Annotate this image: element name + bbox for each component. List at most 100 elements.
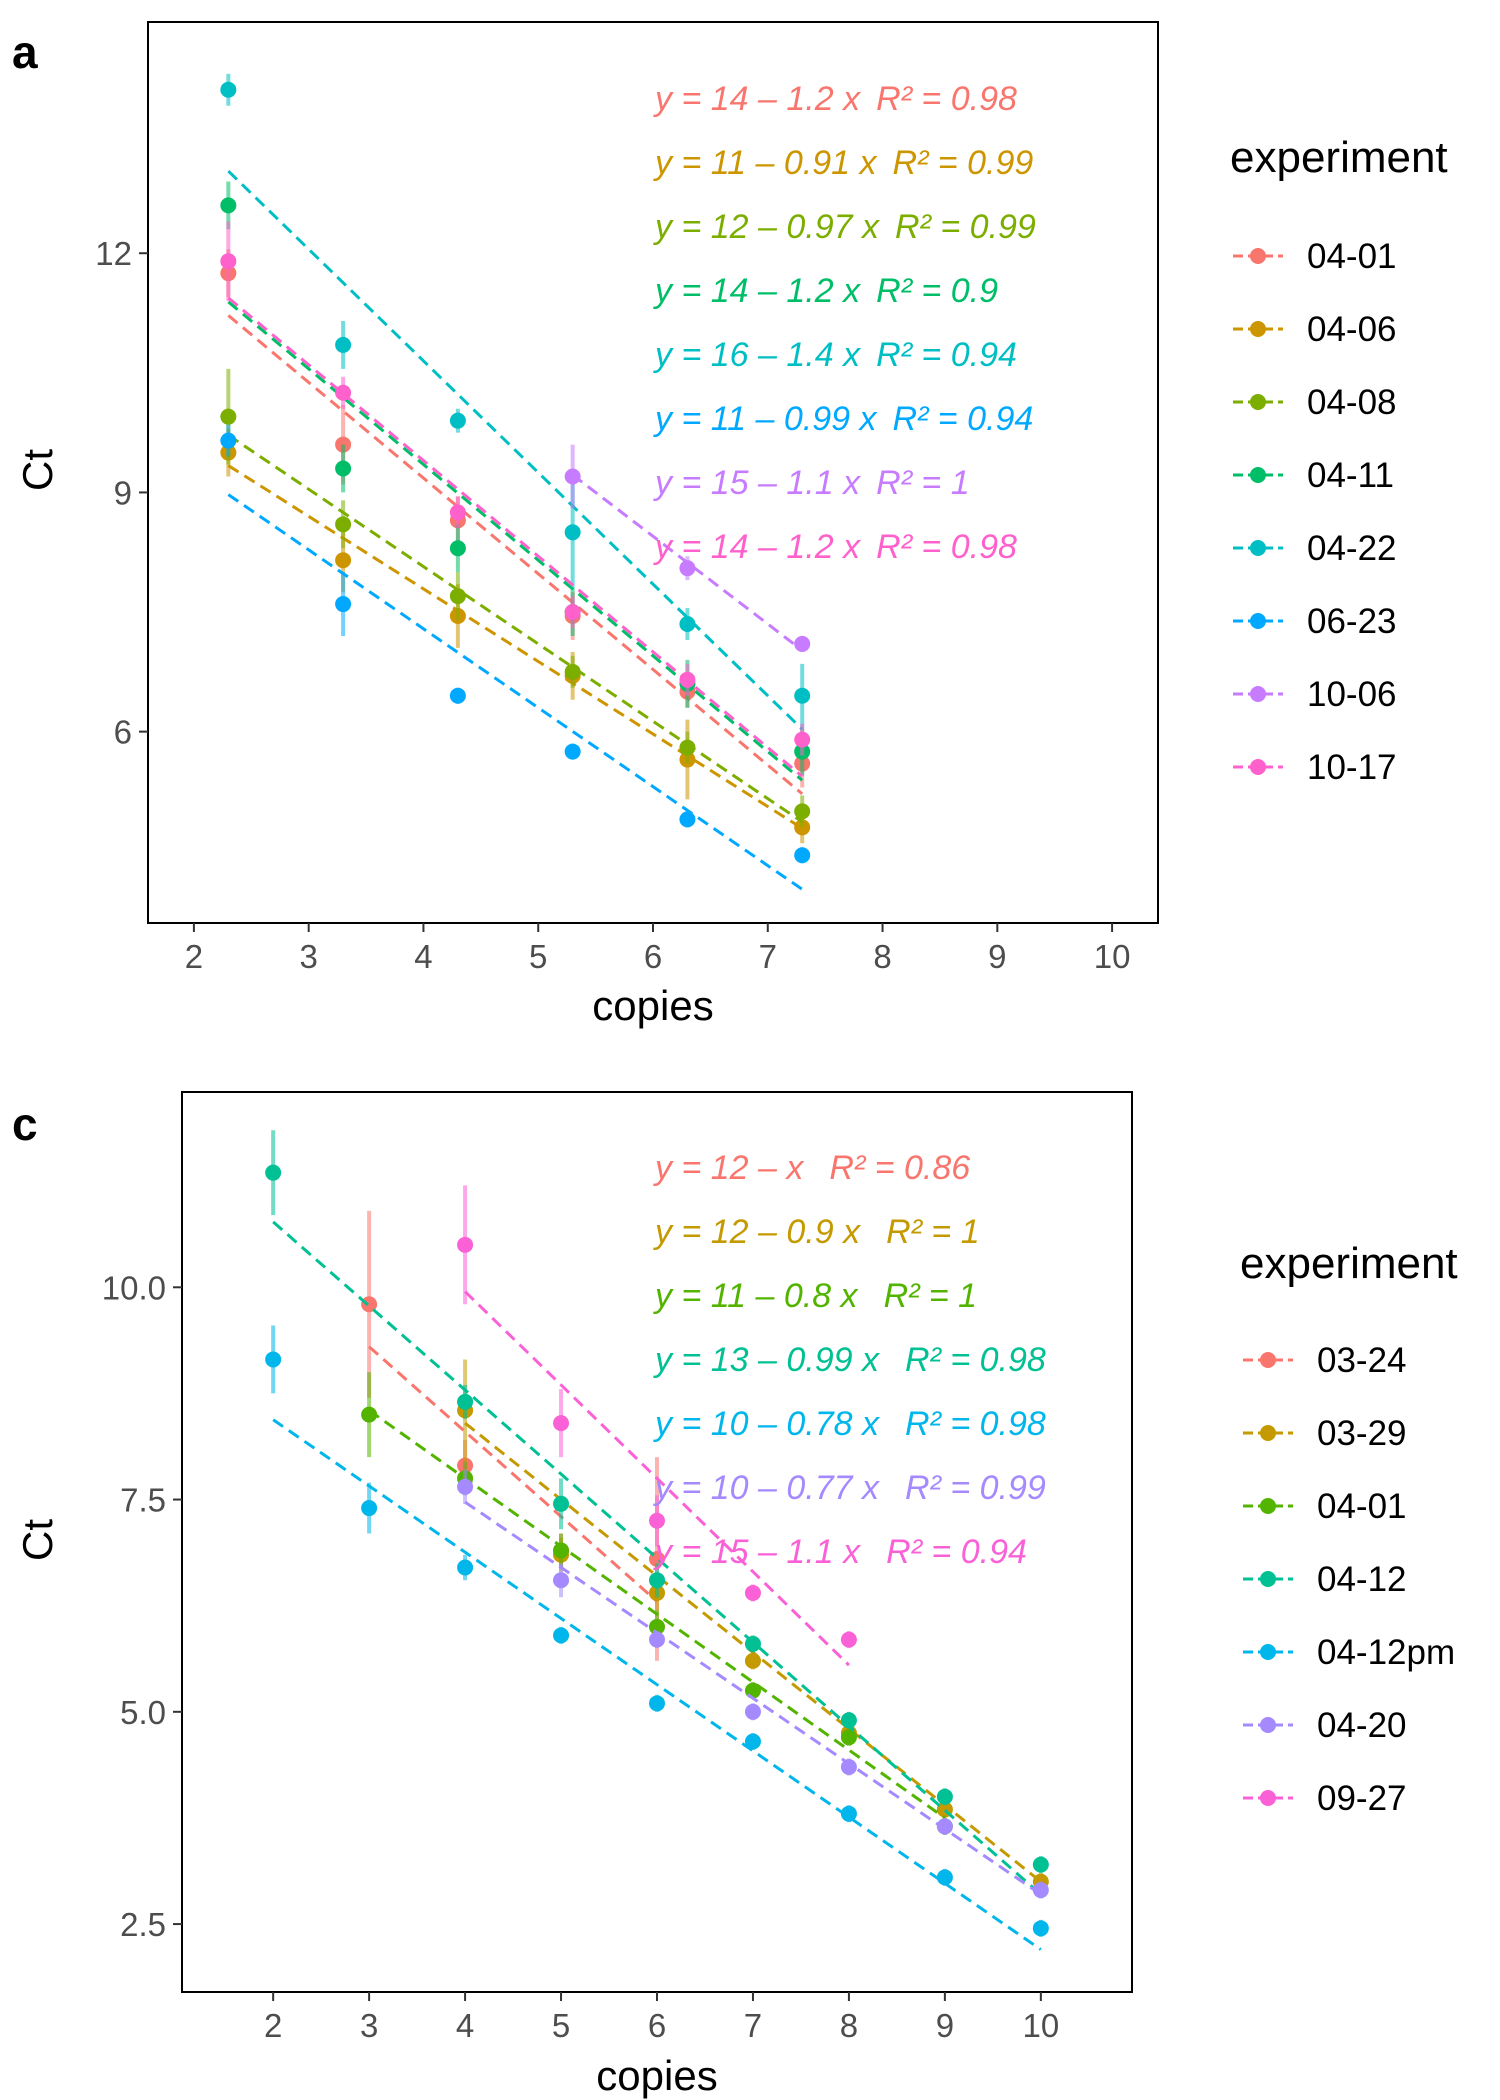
fit-line: [227, 433, 804, 824]
fit-line: [368, 1345, 658, 1603]
panel-a: a 2 3 4 5 6 7 8 9 10 6 9 12 copies Ct y = 14 – 1.2 x R² …: [12, 21, 1448, 1029]
equation-label: y = 15 – 1.1 x: [653, 1533, 861, 1571]
panel-tag: a: [12, 26, 38, 78]
data-point: [335, 596, 352, 613]
x-tick-label: 2: [185, 938, 203, 975]
series-10-17: [220, 221, 811, 778]
series-04-01: [220, 249, 811, 795]
data-point: [335, 460, 352, 477]
data-point: [564, 468, 581, 485]
r2-label: R² = 0.98: [905, 1341, 1046, 1379]
legend-key-point: [1250, 248, 1266, 264]
legend: experiment 03-24 03-29 04-01 04-12 04-12pm 04-…: [1240, 1239, 1458, 1818]
data-point: [220, 253, 237, 270]
data-point: [457, 1393, 474, 1410]
data-point: [649, 1631, 665, 1648]
data-point: [220, 81, 237, 98]
series-10-06: [564, 444, 811, 652]
equation-label: y = 11 – 0.99 x: [653, 400, 877, 438]
data-point: [220, 408, 237, 425]
legend-item: 04-01: [1233, 237, 1397, 276]
y-axis-title: Ct: [14, 1519, 61, 1561]
data-point: [457, 1559, 474, 1576]
data-point: [564, 663, 581, 680]
data-point: [679, 615, 696, 632]
legend-label: 04-01: [1307, 237, 1397, 276]
legend-key-point: [1250, 613, 1266, 629]
x-tick-label: 9: [988, 938, 1006, 975]
r2-label: R² = 0.99: [892, 144, 1033, 182]
legend-key-point: [1260, 1717, 1276, 1733]
data-point: [936, 1788, 953, 1805]
data-point: [679, 671, 696, 688]
legend-item: 03-29: [1243, 1414, 1407, 1453]
y-tick-label: 5.0: [120, 1694, 166, 1731]
panel-c: c 2 3 4 5 6 7 8 9 10 2.5 5.0 7.5 10.0 copies Ct y = 12 –…: [12, 1091, 1458, 2099]
y-tick-label: 10.0: [102, 1269, 166, 1306]
data-point: [335, 552, 352, 569]
data-point: [1032, 1920, 1049, 1937]
x-axis-title: copies: [592, 982, 713, 1029]
data-point: [1032, 1882, 1049, 1899]
data-point: [361, 1500, 378, 1517]
data-point: [794, 731, 811, 748]
legend-item: 04-06: [1233, 310, 1397, 349]
data-point: [936, 1818, 953, 1835]
r2-label: R² = 0.98: [905, 1405, 1046, 1443]
data-point: [220, 197, 237, 214]
data-point: [679, 811, 696, 828]
data-point: [457, 1236, 474, 1253]
fit-line: [272, 1418, 1042, 1951]
data-point: [794, 635, 811, 652]
x-tick-label: 8: [840, 2007, 858, 2044]
data-point: [744, 1584, 761, 1601]
equation-label: y = 15 – 1.1 x: [653, 464, 861, 502]
legend-key-point: [1250, 686, 1266, 702]
data-point: [840, 1631, 857, 1648]
x-tick-label: 7: [759, 938, 777, 975]
y-tick-label: 12: [95, 235, 132, 272]
legend-title: experiment: [1240, 1239, 1458, 1288]
data-point: [649, 1618, 665, 1635]
fit-line: [227, 300, 804, 782]
legend-key-point: [1250, 759, 1266, 775]
legend-key-point: [1250, 394, 1266, 410]
series-04-20: [457, 1469, 1049, 1899]
data-point: [649, 1695, 665, 1712]
r2-label: R² = 0.94: [892, 400, 1033, 438]
fit-line: [227, 170, 804, 731]
x-tick-label: 8: [873, 938, 891, 975]
equation-label: y = 12 – 0.97 x: [653, 208, 880, 246]
x-tick-label: 2: [264, 2007, 282, 2044]
fit-line: [227, 314, 804, 795]
data-point: [649, 1572, 665, 1589]
data-point: [553, 1495, 570, 1512]
x-tick-label: 6: [648, 2007, 666, 2044]
legend-label: 04-20: [1317, 1706, 1407, 1745]
data-point: [220, 432, 237, 449]
y-tick-label: 7.5: [120, 1482, 166, 1519]
data-point: [744, 1733, 761, 1750]
x-tick-label: 4: [414, 938, 432, 975]
legend-label: 10-06: [1307, 675, 1397, 714]
legend-key-point: [1260, 1498, 1276, 1514]
data-point: [564, 604, 581, 621]
legend-item: 04-20: [1243, 1706, 1407, 1745]
data-point: [553, 1415, 570, 1432]
legend-item: 03-24: [1243, 1341, 1407, 1380]
legend-label: 04-11: [1307, 456, 1394, 495]
legend-label: 04-12: [1317, 1560, 1407, 1599]
x-tick-label: 7: [744, 2007, 762, 2044]
legend-item: 04-01: [1243, 1487, 1407, 1526]
x-tick-label: 3: [300, 938, 318, 975]
legend-label: 04-22: [1307, 529, 1397, 568]
legend-item: 10-17: [1233, 748, 1397, 787]
data-point: [1032, 1856, 1049, 1873]
legend-key-point: [1260, 1425, 1276, 1441]
r2-label: R² = 1: [886, 1213, 980, 1251]
data-point: [449, 588, 466, 605]
series-06-23: [220, 424, 811, 891]
data-point: [335, 336, 352, 353]
x-tick-label: 5: [552, 2007, 570, 2044]
series-04-12pm: [265, 1325, 1049, 1951]
